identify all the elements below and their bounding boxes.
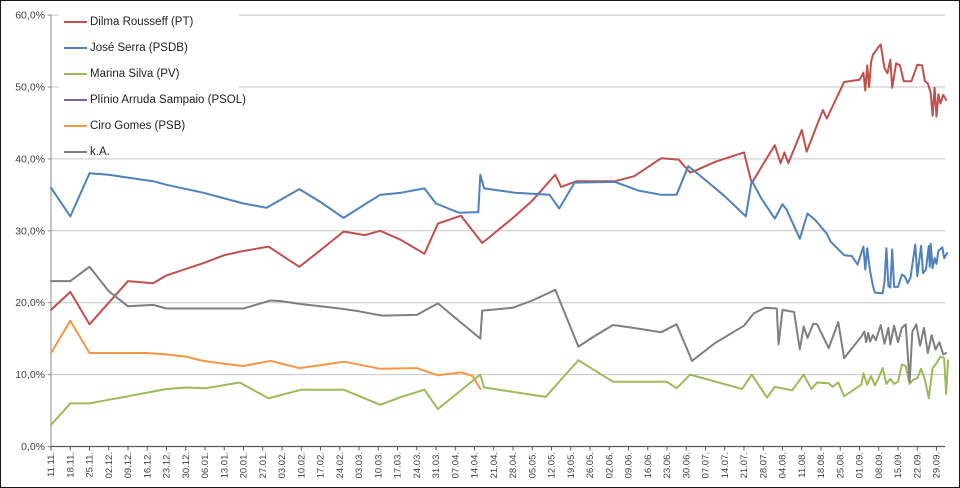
series-line-marina-silva-pv (50, 355, 950, 426)
x-tick-label: 12.05. (547, 452, 558, 478)
x-tick-label: 14.04. (470, 452, 481, 478)
y-tick-label: 50,0% (15, 82, 45, 94)
legend-item-ciro-gomes[interactable]: Ciro Gomes (PSB) (64, 113, 246, 139)
x-tick-label: 05.05. (527, 452, 538, 478)
y-tick-label: 10,0% (15, 369, 45, 381)
x-tick-label: 30.06. (681, 452, 692, 478)
legend-line-swatch-dilma (64, 20, 87, 24)
x-tick-label: 09.06. (624, 452, 635, 478)
y-tick-label: 30,0% (15, 225, 45, 237)
x-tick-label: 21.07. (739, 452, 750, 478)
x-tick-label: 23.06. (662, 452, 673, 478)
x-tick-label: 29.09. (932, 452, 943, 478)
x-tick-label: 07.04. (450, 452, 461, 478)
legend-item-dilma-rousseff[interactable]: Dilma Rousseff (PT) (64, 9, 246, 35)
series-line-dilma-rousseff-pt (50, 43, 948, 326)
x-tick-label: 15.09. (893, 452, 904, 478)
legend-line-swatch-marina (64, 72, 87, 76)
legend-label-dilma: Dilma Rousseff (PT) (90, 16, 194, 28)
series-line-k-a (50, 265, 948, 383)
legend-backing (59, 13, 239, 141)
x-tick-label: 28.04. (508, 452, 519, 478)
x-tick-label: 28.07. (758, 452, 769, 478)
x-tick-label: 25.08. (835, 452, 846, 478)
legend-label-plinio: Plínio Arruda Sampaio (PSOL) (90, 94, 246, 106)
x-tick-label: 30.12. (181, 452, 192, 478)
series-line-jos-serra-psdb (50, 165, 949, 295)
x-tick-label: 10.03. (373, 452, 384, 478)
y-tick-label: 40,0% (15, 153, 45, 165)
x-tick-label: 02.06. (604, 452, 615, 478)
x-tick-label: 18.11. (65, 452, 76, 478)
x-tick-label: 16.12. (142, 452, 153, 478)
legend-item-plinio-arruda-sampaio[interactable]: Plínio Arruda Sampaio (PSOL) (64, 87, 246, 113)
x-tick-label: 17.03. (393, 452, 404, 478)
y-tick-label: 20,0% (15, 297, 45, 309)
x-tick-label: 17.02. (316, 452, 327, 478)
x-tick-label: 08.09. (874, 452, 885, 478)
x-tick-label: 04.08. (778, 452, 789, 478)
x-tick-label: 24.03. (412, 452, 423, 478)
x-tick-label: 03.02. (277, 452, 288, 478)
x-tick-label: 31.03. (431, 452, 442, 478)
x-tick-label: 20.01. (239, 452, 250, 478)
x-tick-label: 06.01. (200, 452, 211, 478)
x-tick-label: 01.09. (855, 452, 866, 478)
legend-item-marina-silva[interactable]: Marina Silva (PV) (64, 61, 246, 87)
x-tick-label: 19.05. (566, 452, 577, 478)
x-tick-label: 26.05. (585, 452, 596, 478)
x-tick-label: 22.09. (912, 452, 923, 478)
x-tick-label: 24.02. (335, 452, 346, 478)
x-tick-label: 14.07. (720, 452, 731, 478)
legend-line-swatch-ka (64, 150, 87, 154)
x-tick-label: 13.01. (219, 452, 230, 478)
legend-line-swatch-serra (64, 46, 87, 50)
chart-legend: Dilma Rousseff (PT) José Serra (PSDB) Ma… (64, 9, 246, 165)
x-tick-label: 23.12. (162, 452, 173, 478)
x-tick-label: 25.11. (85, 452, 96, 478)
x-tick-label: 16.06. (643, 452, 654, 478)
x-tick-label: 03.03. (354, 452, 365, 478)
y-axis-labels: 0,0% 10,0% 20,0% 30,0% 40,0% 50,0% 60,0% (15, 10, 51, 453)
x-tick-label: 11.11. (46, 452, 57, 477)
legend-line-swatch-plinio (64, 98, 87, 102)
y-tick-label: 0,0% (21, 441, 45, 453)
x-axis-labels: 11.11. 18.11. 25.11. 02.12. 09.12. 16.12. 23.1… (46, 446, 943, 478)
x-tick-label: 27.01. (258, 452, 269, 478)
x-tick-label: 07.07. (701, 452, 712, 478)
legend-label-ka: k.A. (90, 146, 110, 158)
legend-label-marina: Marina Silva (PV) (90, 68, 180, 80)
legend-item-jose-serra[interactable]: José Serra (PSDB) (64, 35, 246, 61)
x-tick-label: 21.04. (489, 452, 500, 478)
legend-label-serra: José Serra (PSDB) (90, 42, 188, 54)
x-tick-label: 10.02. (296, 452, 307, 478)
x-tick-label: 11.08. (797, 452, 808, 478)
y-tick-label: 60,0% (15, 10, 45, 22)
legend-line-swatch-ciro (64, 124, 87, 128)
series-line-ciro-gomes-psb (50, 319, 482, 390)
x-tick-label: 18.08. (816, 452, 827, 478)
legend-label-ciro: Ciro Gomes (PSB) (90, 120, 186, 132)
legend-item-ka[interactable]: k.A. (64, 139, 246, 165)
x-tick-label: 02.12. (104, 452, 115, 478)
x-tick-label: 09.12. (123, 452, 134, 478)
